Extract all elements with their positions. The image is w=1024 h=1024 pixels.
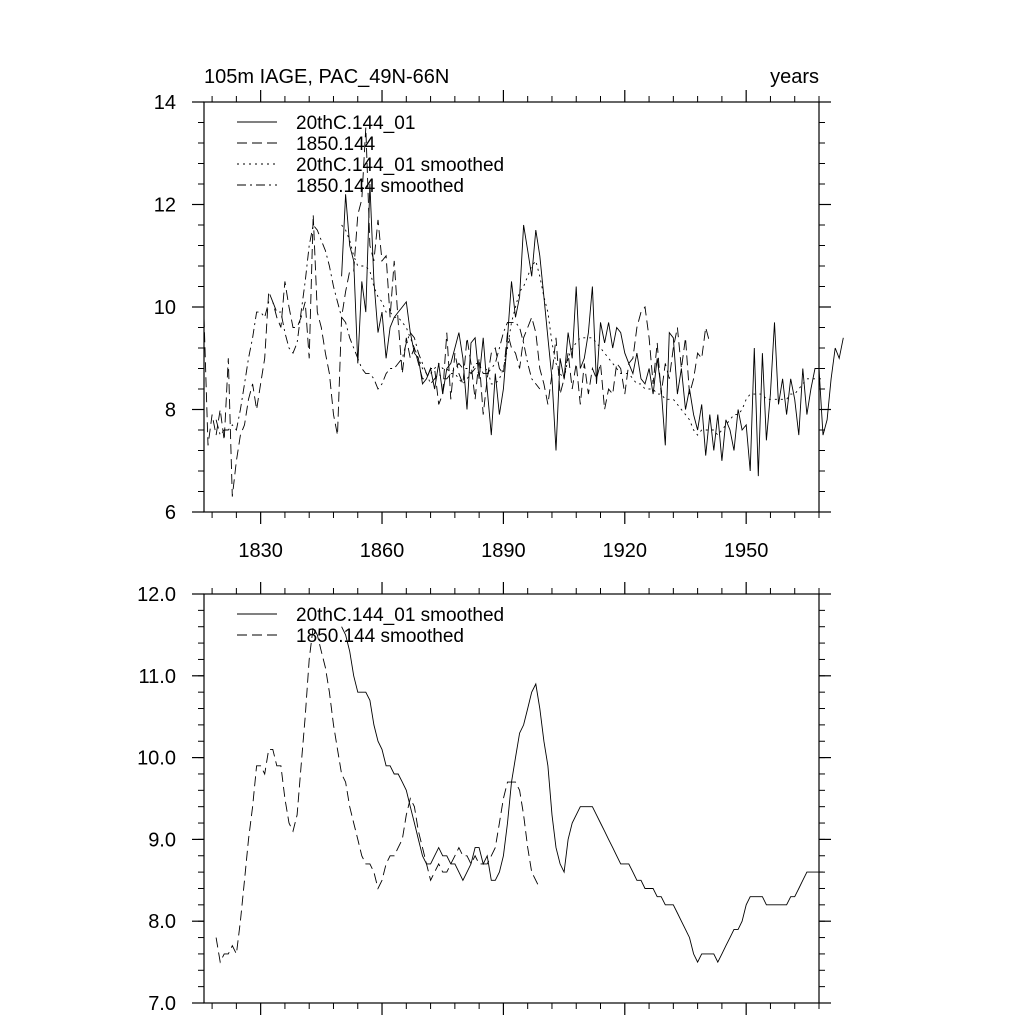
y-tick-label: 12.0 [137,584,176,606]
x-tick-label: 1830 [238,540,283,562]
series-line-4 [215,223,541,437]
bottom-panel: 7.0 8.0 9.0 10.0 11.0 12.0 20thC.144_01 smooth… [137,582,831,1015]
series-line-1 [341,183,844,477]
y-tick-label: 9.0 [148,829,176,851]
y-tick-label: 8.0 [148,911,176,933]
series-line-1 [341,626,823,964]
plot-frame [203,593,820,1004]
series-line-2 [203,127,711,497]
y-tick-label: 10.0 [137,748,176,770]
y-tick-label: 10 [154,297,176,319]
x-tick-label: 1950 [724,540,769,562]
y-tick-label: 12 [154,195,176,217]
y-tick-label: 8 [165,400,176,422]
top-panel: 1830 1860 1890 1920 1950 6 8 10 12 14 20thC.144_01… [154,90,844,562]
series-line-3 [341,224,823,436]
legend-label: 20thC.144_01 smoothed [296,155,504,176]
series-line-2 [215,625,541,964]
legend-label: 20thC.144_01 [296,113,415,134]
y-tick-label: 11.0 [139,666,176,688]
legend-label: 1850.144 [296,134,376,155]
figure-title-right: years [770,66,819,88]
y-tick-label: 14 [154,92,176,114]
legend-label: 20thC.144_01 smoothed [296,605,504,626]
x-tick-label: 1890 [481,540,526,562]
x-tick-label: 1860 [360,540,405,562]
legend-label: 1850.144 smoothed [296,626,464,647]
y-tick-label: 6 [165,502,176,524]
y-tick-label: 7.0 [148,993,176,1015]
figure-title-left: 105m IAGE, PAC_49N-66N [204,66,449,88]
x-tick-label: 1920 [603,540,648,562]
legend-label: 1850.144 smoothed [296,176,464,197]
